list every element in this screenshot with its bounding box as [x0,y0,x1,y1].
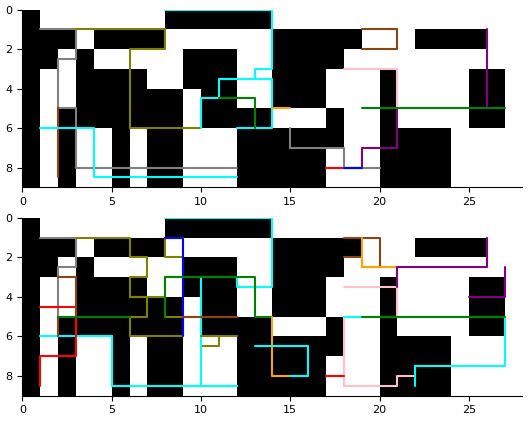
Bar [94,29,165,49]
Bar [112,128,129,187]
Bar [94,69,129,108]
Bar [272,29,362,49]
Bar [469,277,505,336]
Bar [326,108,344,148]
Bar [58,108,129,128]
Bar [129,277,147,336]
Bar [308,69,326,108]
Bar [129,69,147,128]
Bar [272,238,362,258]
Bar [76,258,94,317]
Bar [237,317,272,396]
Bar [58,336,76,396]
Bar [416,238,487,258]
Bar [40,29,76,49]
Bar [94,238,165,258]
Bar [380,277,398,396]
Bar [76,49,94,108]
Bar [183,49,237,88]
Bar [398,336,451,396]
Bar [380,69,398,187]
Bar [272,49,308,108]
Bar [469,69,505,128]
Bar [308,49,344,69]
Bar [112,336,129,396]
Bar [58,317,129,336]
Bar [272,336,326,396]
Bar [40,49,58,69]
Bar [40,238,76,258]
Bar [237,108,272,187]
Bar [165,10,272,29]
Bar [147,297,183,396]
Bar [416,29,487,49]
Bar [326,317,344,356]
Bar [94,277,129,317]
Bar [308,258,344,277]
Bar [272,258,308,317]
Bar [308,277,326,317]
Bar [398,128,451,187]
Bar [183,258,237,297]
Bar [201,297,237,336]
Bar [40,258,58,277]
Bar [272,128,326,187]
Bar [201,88,237,128]
Bar [58,128,76,187]
Bar [165,218,272,238]
Bar [147,88,183,187]
